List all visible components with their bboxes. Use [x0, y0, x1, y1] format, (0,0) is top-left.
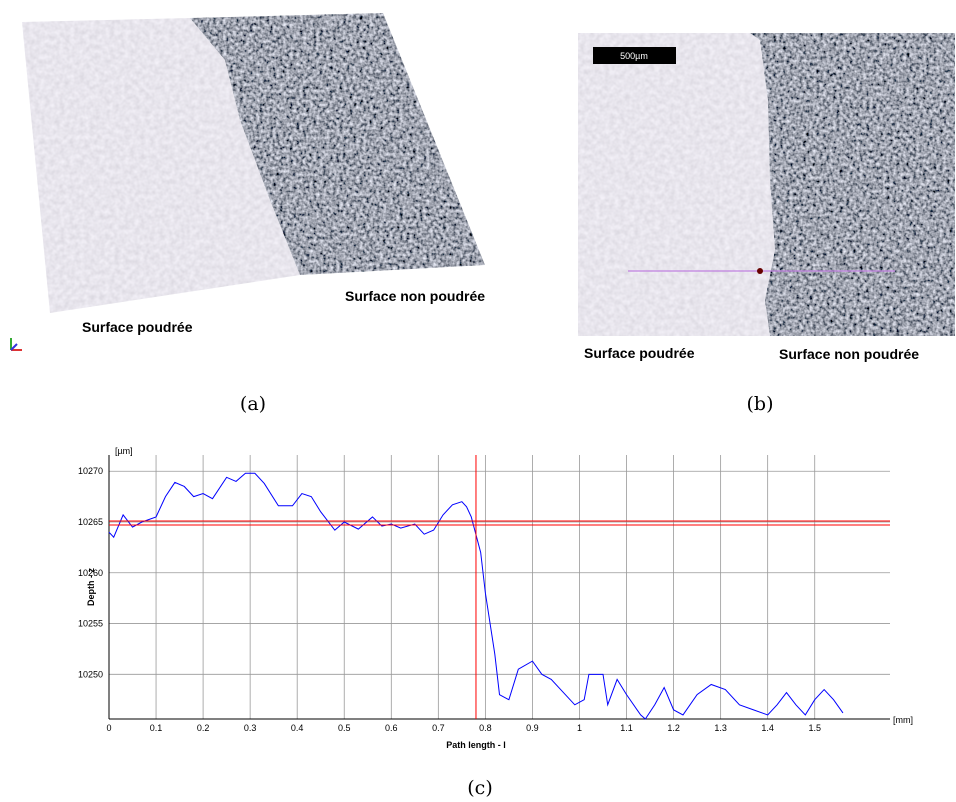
- caption: (b): [747, 393, 774, 415]
- x-tick-label: 1: [577, 723, 582, 733]
- y-tick-label: 10260: [78, 568, 103, 578]
- y-tick-label: 10265: [78, 517, 103, 527]
- profile-point: [757, 268, 763, 274]
- axis-icon: [10, 338, 22, 351]
- y-axis-label: Depth - z: [86, 568, 96, 606]
- y-tick-label: 10255: [78, 619, 103, 629]
- x-tick-label: 1.4: [761, 723, 774, 733]
- scale-bar: [593, 47, 676, 64]
- unpowdered-region: [750, 33, 955, 336]
- x-tick-label: 1.2: [667, 723, 680, 733]
- x-tick-label: 0.6: [385, 723, 398, 733]
- x-tick-label: 0.5: [338, 723, 351, 733]
- image-label: Surface poudrée: [82, 319, 193, 335]
- x-tick-label: 0.2: [197, 723, 210, 733]
- x-tick-label: 0.1: [150, 723, 163, 733]
- powdered-region: [578, 33, 775, 336]
- caption: (a): [240, 393, 266, 415]
- x-tick-label: 0.8: [479, 723, 492, 733]
- x-tick-label: 0.4: [291, 723, 304, 733]
- x-tick-label: 1.5: [808, 723, 821, 733]
- image-label: Surface non poudrée: [345, 288, 485, 304]
- y-tick-label: 10250: [78, 669, 103, 679]
- x-tick-label: 1.3: [714, 723, 727, 733]
- image-b: 500µm: [578, 33, 955, 336]
- x-axis-label: Path length - l: [446, 740, 506, 750]
- x-tick-label: 0: [106, 723, 111, 733]
- x-unit: [mm]: [893, 715, 913, 725]
- x-tick-label: 0.7: [432, 723, 445, 733]
- y-tick-label: 10270: [78, 466, 103, 476]
- x-tick-label: 0.3: [244, 723, 257, 733]
- image-label: Surface poudrée: [584, 345, 695, 361]
- x-tick-label: 0.9: [526, 723, 539, 733]
- caption: (c): [467, 777, 492, 799]
- image-label: Surface non poudrée: [779, 346, 919, 362]
- y-unit: [µm]: [115, 446, 133, 456]
- scale-bar-label: 500µm: [620, 51, 648, 61]
- x-tick-label: 1.1: [620, 723, 633, 733]
